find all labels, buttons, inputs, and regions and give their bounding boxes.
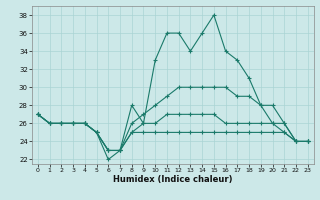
X-axis label: Humidex (Indice chaleur): Humidex (Indice chaleur)	[113, 175, 233, 184]
